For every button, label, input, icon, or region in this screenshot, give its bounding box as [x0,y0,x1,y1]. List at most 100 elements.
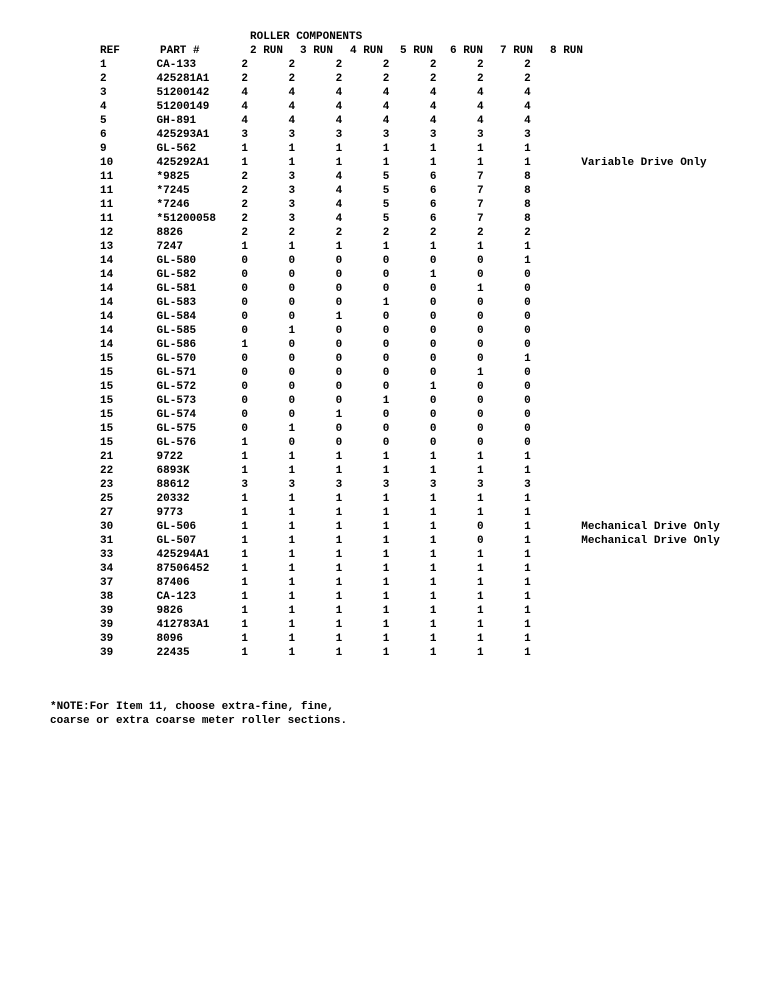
cell-run: 0 [241,380,288,394]
cell-run: 0 [477,380,524,394]
cell-run: 6 [430,170,477,184]
cell-run: 2 [430,226,477,240]
cell-run: 0 [241,366,288,380]
table-row: 5GH-8914444444 [40,114,732,128]
cell-run: 1 [430,464,477,478]
cell-run: 0 [430,422,477,436]
cell-note [581,142,732,156]
cell-run: 0 [477,534,524,548]
cell-run: 1 [288,618,335,632]
cell-run: 4 [336,212,383,226]
cell-run: 8 [524,198,571,212]
cell-run: 1 [241,464,288,478]
cell-run: 0 [336,338,383,352]
cell-note [581,366,732,380]
cell-ref: 11 [100,170,157,184]
cell-run: 1 [336,142,383,156]
cell-run: 1 [383,394,430,408]
cell-run: 0 [288,282,335,296]
cell-run: 1 [288,562,335,576]
cell-run: 0 [383,352,430,366]
cell-part: GL-580 [157,254,242,268]
cell-run: 0 [524,422,571,436]
cell-run: 1 [430,492,477,506]
cell-run: 1 [336,492,383,506]
cell-run: 3 [336,478,383,492]
cell-run: 3 [288,198,335,212]
table-title: ROLLER COMPONENTS [250,30,362,44]
table-row: 15GL-5761000000 [40,436,732,450]
cell-ref: 2 [100,72,157,86]
cell-ref: 39 [100,646,157,660]
cell-ref: 4 [100,100,157,114]
cell-ref: 11 [100,184,157,198]
cell-note [581,352,732,366]
col-header-part: PART # [160,44,250,58]
cell-run: 0 [241,254,288,268]
cell-note [581,86,732,100]
cell-run: 1 [430,240,477,254]
cell-run: 1 [524,142,571,156]
cell-part: GL-571 [157,366,242,380]
cell-part: 51200142 [157,86,242,100]
cell-run: 4 [383,86,430,100]
table-row: 6425293A13333333 [40,128,732,142]
cell-note [581,492,732,506]
cell-run: 0 [383,366,430,380]
cell-run: 4 [430,86,477,100]
cell-ref: 6 [100,128,157,142]
cell-run: 2 [383,72,430,86]
cell-run: 1 [241,604,288,618]
cell-run: 3 [477,128,524,142]
cell-ref: 13 [100,240,157,254]
cell-run: 1 [430,576,477,590]
cell-note [581,72,732,86]
cell-run: 1 [336,408,383,422]
cell-part: GL-585 [157,324,242,338]
cell-part: 6893K [157,464,242,478]
cell-ref: 25 [100,492,157,506]
cell-run: 1 [288,492,335,506]
cell-part: GL-584 [157,310,242,324]
cell-run: 1 [241,142,288,156]
cell-run: 1 [241,492,288,506]
cell-ref: 38 [100,590,157,604]
cell-run: 1 [477,590,524,604]
cell-run: 0 [477,436,524,450]
col-header-3run: 3 RUN [300,44,350,58]
table-row: 3512001424444444 [40,86,732,100]
cell-note [581,282,732,296]
cell-run: 1 [524,632,571,646]
cell-run: 1 [524,254,571,268]
cell-run: 1 [383,604,430,618]
cell-run: 1 [241,156,288,170]
cell-run: 1 [336,590,383,604]
cell-run: 5 [383,170,430,184]
cell-run: 0 [524,268,571,282]
cell-run: 1 [524,506,571,520]
cell-ref: 3 [100,86,157,100]
table-row: 226893K1111111 [40,464,732,478]
cell-run: 0 [477,254,524,268]
cell-run: 1 [241,562,288,576]
cell-run: 4 [477,86,524,100]
cell-run: 6 [430,184,477,198]
cell-run: 0 [383,338,430,352]
table-row: 11*512000582345678 [40,212,732,226]
table-row: 14GL-5810000010 [40,282,732,296]
cell-run: 2 [524,226,571,240]
cell-run: 0 [288,296,335,310]
cell-run: 0 [477,408,524,422]
cell-run: 3 [288,478,335,492]
cell-run: 2 [241,212,288,226]
cell-part: CA-133 [157,58,242,72]
cell-part: 87406 [157,576,242,590]
cell-ref: 11 [100,212,157,226]
cell-part: GL-506 [157,520,242,534]
cell-run: 1 [241,618,288,632]
cell-run: 1 [241,436,288,450]
cell-run: 1 [288,548,335,562]
cell-ref: 1 [100,58,157,72]
cell-run: 4 [336,86,383,100]
cell-part: 9722 [157,450,242,464]
